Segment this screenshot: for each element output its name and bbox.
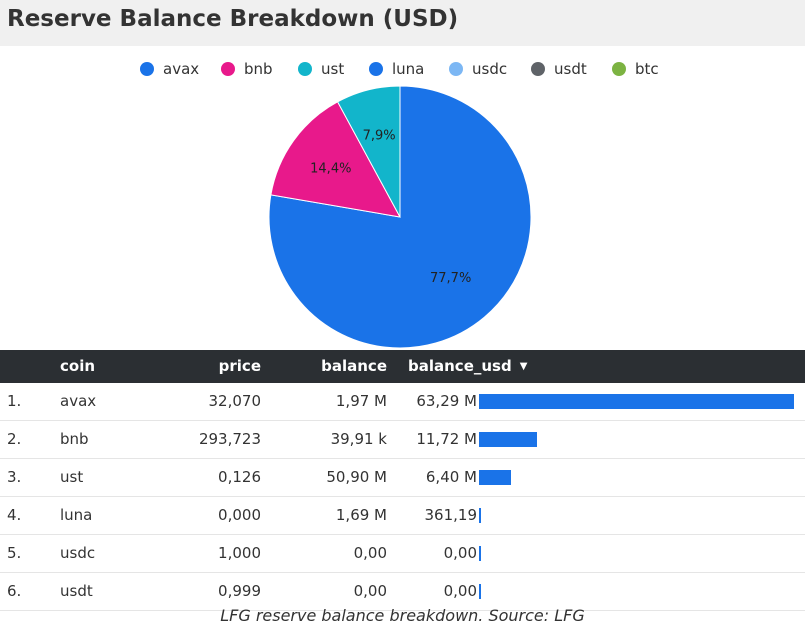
legend-label-ust: ust [321,60,345,78]
legend-swatch-bnb [221,62,235,76]
balance-usd-bar [479,432,538,447]
table-row[interactable]: 5. usdc 1,000 0,00 0,00 [0,535,805,573]
sort-desc-icon[interactable]: ▼ [519,361,528,372]
cell-price: 32,070 [208,392,262,410]
pie-slice-bnb[interactable] [270,101,401,218]
data-table: coin price balance balance_usd ▼ 1. avax 32… [0,350,805,611]
cell-balance: 50,90 M [326,468,387,486]
balance-usd-bar [479,546,481,561]
table-body: 1. avax 32,070 1,97 M 63,29 M 2. bnb 293,723 39,… [0,383,805,611]
legend-swatch-usdt [531,62,545,76]
table-row[interactable]: 2. bnb 293,723 39,91 k 11,72 M [0,421,805,459]
row-index: 1. [7,392,22,410]
cell-price: 1,000 [218,544,261,562]
column-header-balance-usd[interactable]: balance_usd ▼ [408,350,527,383]
cell-price: 0,126 [218,468,261,486]
cell-balance-usd: 63,29 M [416,392,477,410]
cell-balance-usd: 0,00 [443,544,477,562]
legend-swatch-usdc [449,62,463,76]
legend-label-usdc: usdc [472,60,508,78]
legend-label-luna: luna [392,60,425,78]
row-index: 4. [7,506,22,524]
figure-caption: LFG reserve balance breakdown. Source: L… [220,606,585,625]
cell-balance-usd: 11,72 M [416,430,477,448]
pie-chart: 77,7% 14,4% 7,9% [268,85,532,349]
balance-usd-bar [479,508,481,523]
row-index: 6. [7,582,22,600]
cell-price: 0,999 [218,582,261,600]
legend-item-bnb[interactable]: bnb [221,58,273,80]
legend-swatch-ust [298,62,312,76]
pie-label-ust: 7,9% [363,128,396,143]
legend-label-btc: btc [635,60,659,78]
pie-label-bnb: 14,4% [310,161,351,176]
column-header-balance-usd-label: balance_usd [408,357,512,375]
row-index: 5. [7,544,22,562]
balance-usd-bar [479,584,481,599]
legend-swatch-luna [369,62,383,76]
table-row[interactable]: 6. usdt 0,999 0,00 0,00 [0,573,805,611]
title-bar: Reserve Balance Breakdown (USD) [0,0,805,46]
legend-swatch-avax [140,62,154,76]
table-row[interactable]: 4. luna 0,000 1,69 M 361,19 [0,497,805,535]
table-row[interactable]: 3. ust 0,126 50,90 M 6,40 M [0,459,805,497]
cell-balance: 0,00 [353,544,387,562]
cell-balance: 39,91 k [330,430,387,448]
table-row[interactable]: 1. avax 32,070 1,97 M 63,29 M [0,383,805,421]
legend-item-usdt[interactable]: usdt [531,58,587,80]
cell-coin: usdc [60,544,96,562]
row-index: 3. [7,468,22,486]
legend-item-usdc[interactable]: usdc [449,58,507,80]
legend-item-avax[interactable]: avax [140,58,199,80]
row-index: 2. [7,430,22,448]
legend-label-avax: avax [163,60,200,78]
legend-swatch-btc [612,62,626,76]
legend-label-usdt: usdt [554,60,587,78]
chart-title: Reserve Balance Breakdown (USD) [7,6,459,32]
cell-coin: usdt [60,582,93,600]
cell-price: 0,000 [218,506,261,524]
column-header-coin[interactable]: coin [60,357,96,375]
legend-item-ust[interactable]: ust [298,58,344,80]
cell-balance: 0,00 [353,582,387,600]
cell-coin: bnb [60,430,89,448]
chart-legend: avax bnb ust luna usdc usdt btc [0,58,805,80]
cell-coin: luna [60,506,93,524]
cell-coin: ust [60,468,84,486]
cell-balance-usd: 6,40 M [425,468,477,486]
cell-coin: avax [60,392,97,410]
table-header: coin price balance balance_usd ▼ [0,350,805,383]
legend-label-bnb: bnb [244,60,273,78]
cell-balance-usd: 361,19 [424,506,478,524]
column-header-balance[interactable]: balance [321,357,387,375]
cell-balance: 1,97 M [335,392,387,410]
cell-balance-usd: 0,00 [443,582,477,600]
column-header-price[interactable]: price [218,357,261,375]
pie-label-avax: 77,7% [430,271,471,286]
pie-slice-ust[interactable] [336,85,401,218]
cell-price: 293,723 [198,430,261,448]
balance-usd-bar [479,470,511,485]
cell-balance: 1,69 M [335,506,387,524]
legend-item-luna[interactable]: luna [369,58,424,80]
legend-item-btc[interactable]: btc [612,58,659,80]
balance-usd-bar [479,394,794,409]
